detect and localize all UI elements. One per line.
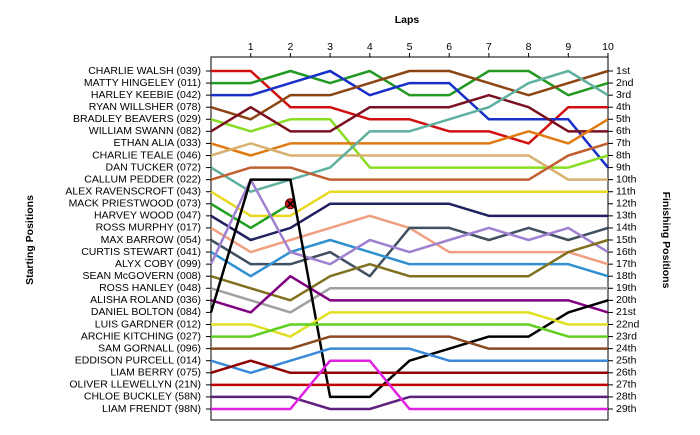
driver-line: [210, 202, 292, 230]
y-tick-label: RYAN WILLSHER (078): [89, 101, 201, 113]
x-tick-label: 7: [486, 41, 492, 53]
x-tick-label: 10: [602, 41, 614, 53]
driver-line: [211, 359, 608, 411]
y2-tick-label: 2nd: [616, 77, 634, 89]
driver-line: [210, 69, 609, 193]
driver-line: [210, 347, 608, 375]
y-tick-label: EDDISON PURCELL (014): [75, 354, 201, 366]
y-tick-label: ALISHA ROLAND (036): [90, 294, 201, 306]
y2-tick-label: 4th: [616, 101, 631, 113]
x-tick-label: 2: [287, 41, 293, 53]
y2-tick-label: 10th: [616, 173, 637, 185]
y-tick-label: CHARLIE WALSH (039): [88, 65, 201, 77]
y-tick-label: HARLEY KEEBIE (042): [91, 89, 201, 101]
y-tick-label: OLIVER LLEWELLYN (21N): [69, 379, 201, 391]
y-tick-label: ARCHIE KITCHING (027): [81, 330, 201, 342]
x-tick-label: 1: [248, 41, 254, 53]
y2-tick-label: 18th: [616, 270, 637, 282]
chart-title: Laps: [395, 14, 420, 26]
y2-tick-label: 23rd: [616, 330, 637, 342]
driver-line: [209, 178, 609, 266]
y2-tick-label: 19th: [616, 282, 637, 294]
y-tick-label: WILLIAM SWANN (082): [89, 125, 201, 137]
driver-line: [210, 142, 608, 181]
y2-tick-label: 15th: [616, 234, 637, 246]
y2-tick-label: 22nd: [616, 318, 640, 330]
x-tick-label: 6: [446, 41, 452, 53]
x-tick-label: 3: [327, 41, 333, 53]
driver-line: [211, 335, 608, 350]
y2-tick-label: 29th: [616, 403, 637, 415]
y2-tick-label: 13th: [616, 210, 637, 222]
driver-line: [211, 323, 608, 338]
driver-line: [210, 69, 609, 121]
y2-axis-label: Finishing Positions: [660, 192, 672, 289]
y2-tick-label: 9th: [616, 161, 631, 173]
y2-tick-label: 25th: [616, 354, 637, 366]
y-tick-label: SAM GORNALL (096): [98, 342, 201, 354]
driver-line: [210, 214, 609, 266]
driver-line: [210, 226, 609, 278]
driver-line: [210, 238, 609, 278]
y-tick-label: MAX BARROW (054): [101, 234, 201, 246]
y-tick-label: CHLOE BUCKLEY (58N): [84, 391, 201, 403]
y-tick-label: ALEX RAVENSCROFT (043): [65, 185, 201, 197]
driver-line: [210, 274, 609, 314]
y-tick-label: ROSS HANLEY (048): [99, 282, 201, 294]
x-tick-label: 5: [407, 41, 413, 53]
y2-tick-label: 26th: [616, 367, 637, 379]
y2-tick-label: 7th: [616, 137, 631, 149]
driver-line: [211, 311, 608, 338]
y2-tick-label: 17th: [616, 258, 637, 270]
y-tick-label: CHARLIE TEALE (046): [92, 149, 201, 161]
driver-line: [211, 69, 608, 145]
y2-tick-label: 24th: [616, 342, 637, 354]
y2-tick-label: 3rd: [616, 89, 631, 101]
y2-tick-label: 8th: [616, 149, 631, 161]
driver-line: [211, 69, 609, 169]
x-tick-label: 8: [526, 41, 532, 53]
y2-tick-label: 14th: [616, 222, 637, 234]
y-tick-label: MACK PRIESTWOOD (073): [69, 198, 201, 210]
y2-tick-label: 28th: [616, 391, 637, 403]
driver-line: [210, 93, 608, 133]
y-axis-label: Starting Positions: [24, 195, 36, 285]
y2-tick-label: 16th: [616, 246, 637, 258]
x-tick-label: 4: [367, 41, 373, 53]
y-tick-label: LIAM FRENDT (98N): [102, 403, 201, 415]
y2-tick-label: 5th: [616, 113, 631, 125]
y-tick-label: LUIS GARDNER (012): [95, 318, 201, 330]
driver-line: [211, 395, 608, 411]
driver-line: [210, 118, 609, 157]
y2-tick-label: 21st: [616, 306, 636, 318]
y-tick-label: SEAN McGOVERN (008): [83, 270, 201, 282]
driver-line: [210, 238, 609, 302]
y2-tick-label: 6th: [616, 125, 631, 137]
y-tick-label: LIAM BERRY (075): [110, 367, 201, 379]
y-tick-label: BRADLEY BEAVERS (029): [73, 113, 201, 125]
y-tick-label: CALLUM PEDDER (022): [84, 173, 201, 185]
driver-line: [210, 190, 608, 218]
driver-line: [210, 359, 608, 375]
y2-tick-label: 20th: [616, 294, 637, 306]
x-tick-label: 9: [565, 41, 571, 53]
driver-line: [210, 202, 608, 242]
y2-tick-label: 27th: [616, 379, 637, 391]
y-tick-label: DANIEL BOLTON (084): [91, 306, 201, 318]
retirement-marker: [284, 198, 296, 210]
y2-tick-label: 12th: [616, 198, 637, 210]
y2-tick-label: 11th: [616, 185, 636, 197]
y-tick-label: ROSS MURPHY (017): [96, 222, 201, 234]
y-tick-label: ETHAN ALIA (033): [113, 137, 201, 149]
y-tick-label: DAN TUCKER (072): [106, 161, 202, 173]
driver-line: [210, 142, 609, 181]
y-tick-label: HARVEY WOOD (047): [94, 210, 201, 222]
driver-line: [210, 287, 608, 314]
y-tick-label: MATTY HINGELEY (011): [84, 77, 201, 89]
y-tick-label: CURTIS STEWART (041): [81, 246, 201, 258]
y2-tick-label: 1st: [616, 65, 630, 77]
y-tick-label: ALYX COBY (099): [115, 258, 201, 270]
